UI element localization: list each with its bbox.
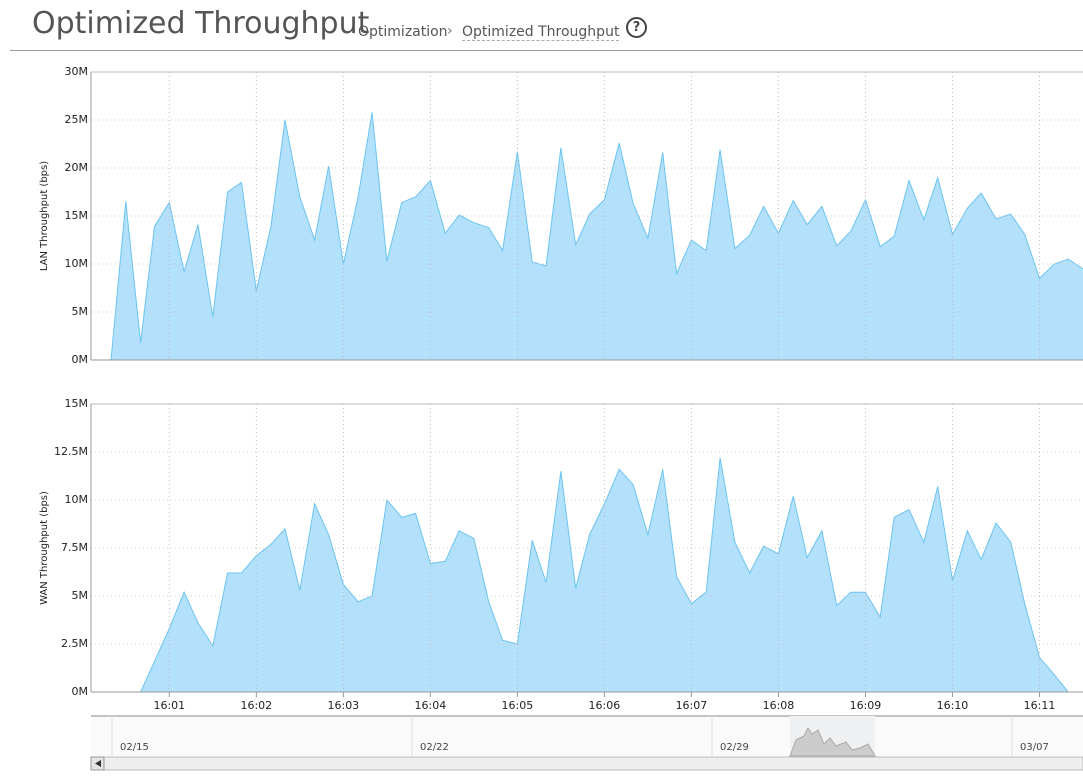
header-rule xyxy=(10,50,1083,51)
y-tick-label: 12.5M xyxy=(54,445,88,458)
breadcrumb-separator: › xyxy=(447,23,453,39)
x-tick-label: 16:01 xyxy=(153,699,185,712)
navigator-label: 02/22 xyxy=(420,742,449,753)
y-tick-label: 15M xyxy=(65,397,89,410)
scroll-left-arrow xyxy=(95,760,101,767)
x-tick-label: 16:08 xyxy=(763,699,795,712)
area-fill xyxy=(97,457,1083,692)
page-header: Optimized Throughput Optimization › Opti… xyxy=(0,0,1083,52)
y-tick-label: 20M xyxy=(65,161,89,174)
y-tick-label: 2.5M xyxy=(61,637,88,650)
scrollbar[interactable] xyxy=(90,756,1083,771)
y-tick-label: 0M xyxy=(72,353,89,366)
y-tick-label: 10M xyxy=(65,257,89,270)
navigator-label: 02/29 xyxy=(720,742,749,753)
x-tick-label: 16:03 xyxy=(327,699,359,712)
navigator-bg xyxy=(91,716,1083,756)
x-tick-label: 16:05 xyxy=(502,699,534,712)
navigator-label: 02/15 xyxy=(120,742,149,753)
breadcrumb-current[interactable]: Optimized Throughput xyxy=(462,24,620,41)
navigator[interactable] xyxy=(90,715,1083,771)
x-tick-label: 16:11 xyxy=(1024,699,1056,712)
area-line xyxy=(97,457,1083,693)
y-tick-label: 5M xyxy=(72,589,89,602)
x-tick-label: 16:09 xyxy=(850,699,882,712)
y-axis-label: LAN Throughput (bps) xyxy=(39,161,50,271)
y-tick-label: 15M xyxy=(65,209,89,222)
y-tick-label: 5M xyxy=(72,305,89,318)
x-tick-label: 16:10 xyxy=(937,699,969,712)
navigator-preview xyxy=(789,727,876,757)
y-tick-label: 0M xyxy=(72,685,89,698)
help-button[interactable]: ? xyxy=(626,17,647,38)
y-tick-label: 30M xyxy=(65,65,89,78)
y-axis-label: WAN Throughput (bps) xyxy=(39,491,50,605)
y-tick-label: 7.5M xyxy=(61,541,88,554)
x-tick-label: 16:04 xyxy=(415,699,447,712)
page-title: Optimized Throughput xyxy=(32,6,370,41)
navigator-label: 03/07 xyxy=(1020,742,1049,753)
area-line xyxy=(97,112,1083,361)
area-fill xyxy=(97,112,1083,360)
y-tick-label: 25M xyxy=(65,113,89,126)
x-tick-label: 16:07 xyxy=(676,699,708,712)
y-tick-label: 10M xyxy=(65,493,89,506)
breadcrumb-link[interactable]: Optimization xyxy=(358,24,448,40)
x-tick-label: 16:06 xyxy=(589,699,621,712)
x-tick-label: 16:02 xyxy=(240,699,272,712)
